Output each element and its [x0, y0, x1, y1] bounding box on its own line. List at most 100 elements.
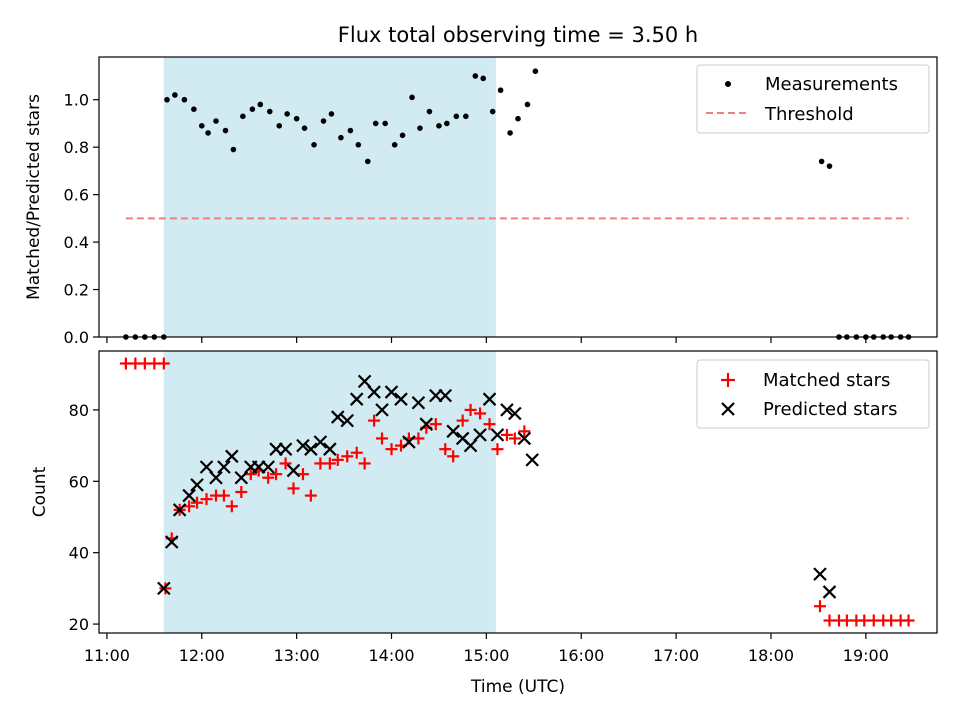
- predicted-star-point: [278, 442, 293, 456]
- predicted-star-point: [330, 410, 345, 424]
- measurement-point: [213, 118, 219, 124]
- matched-star-point: [350, 446, 363, 459]
- measurement-point: [463, 113, 469, 120]
- predicted-star-point: [367, 385, 381, 399]
- matched-star-point: [439, 443, 452, 456]
- measurement-point: [444, 120, 450, 127]
- measurement-point: [198, 123, 205, 129]
- legend-measurements-marker: [725, 81, 731, 87]
- matched-star-point: [244, 468, 257, 481]
- matched-star-point: [456, 414, 469, 427]
- matched-star-point: [429, 418, 442, 431]
- y-tick-label: 40: [69, 544, 89, 563]
- measurement-point: [191, 106, 197, 113]
- matched-star-point: [262, 471, 275, 484]
- measurement-point: [489, 108, 496, 115]
- matched-star-point: [304, 489, 317, 502]
- matched-star-point: [464, 403, 477, 416]
- y-tick-label: 0.8: [64, 138, 89, 157]
- measurement-point: [311, 141, 317, 148]
- y-tick-label: 60: [69, 472, 89, 491]
- measurement-point: [249, 106, 256, 113]
- matched-star-point: [270, 468, 283, 481]
- y-tick-label: 0.0: [64, 328, 89, 347]
- predicted-star-point: [463, 438, 478, 453]
- matched-star-point: [368, 414, 381, 427]
- measurement-point: [320, 118, 327, 124]
- measurement-point: [164, 96, 170, 103]
- matched-star-point: [474, 407, 487, 420]
- y-tick-label: 80: [69, 401, 89, 420]
- y-tick-label: 0.2: [64, 281, 89, 300]
- measurement-point: [417, 125, 423, 131]
- matched-star-point: [200, 493, 213, 506]
- matched-star-point: [225, 500, 238, 513]
- measurement-point: [347, 127, 354, 134]
- measurement-point: [399, 132, 406, 139]
- measurement-point: [818, 158, 825, 165]
- matched-star-point: [287, 482, 300, 495]
- predicted-star-point: [473, 428, 487, 442]
- matched-star-point: [296, 468, 309, 481]
- measurement-point: [222, 127, 229, 134]
- legend-measurements-label: Measurements: [765, 74, 898, 95]
- predicted-star-point: [286, 463, 301, 478]
- measurement-point: [276, 123, 283, 129]
- matched-star-point: [385, 443, 398, 456]
- measurement-point: [355, 141, 362, 148]
- matched-star-point: [518, 425, 531, 438]
- measurement-point: [364, 158, 371, 165]
- top-y-ticks: 0.0 0.2 0.4 0.6 0.8 1.0: [64, 91, 99, 347]
- legend-matched-label: Matched stars: [763, 370, 890, 391]
- measurement-point: [257, 101, 264, 108]
- x-tick-label: 12:00: [179, 646, 225, 665]
- predicted-star-point: [296, 438, 310, 453]
- measurement-point: [382, 120, 388, 127]
- predicted-star-point: [261, 460, 275, 474]
- matched-star-point: [191, 496, 204, 509]
- predicted-star-point: [822, 585, 837, 599]
- matched-star-point: [358, 457, 371, 470]
- bottom-y-ticks: 20 40 60 80: [69, 401, 99, 634]
- measurement-point: [826, 163, 833, 169]
- measurement-point: [524, 101, 531, 108]
- matched-star-point: [217, 489, 230, 502]
- y-tick-label: 0.4: [64, 233, 89, 252]
- bottom-legend-box: [696, 359, 930, 429]
- bottom-shaded-region: [163, 351, 496, 633]
- predicted-star-point: [375, 403, 389, 417]
- top-shaded-region: [163, 57, 496, 337]
- x-axis-label: Time (UTC): [470, 677, 565, 697]
- matched-star-point: [279, 457, 292, 470]
- predicted-star-point: [182, 488, 196, 503]
- legend-matched-marker: [721, 373, 735, 387]
- bottom-x-ticks: 11:00 12:00 13:00 14:00 15:00 16:00 17:00 18:00…: [84, 633, 889, 665]
- measurement-point: [472, 73, 479, 79]
- measurement-point: [453, 113, 460, 120]
- measurement-point: [372, 120, 379, 127]
- measurement-point: [507, 130, 513, 136]
- predicted-star-point: [323, 442, 337, 456]
- matched-star-point: [813, 600, 826, 613]
- x-tick-label: 14:00: [368, 646, 414, 665]
- predicted-star-point: [234, 470, 249, 485]
- x-tick-label: 16:00: [558, 646, 604, 665]
- measurement-point: [205, 130, 211, 136]
- measurement-point: [426, 108, 433, 115]
- predicted-star-point: [419, 417, 434, 431]
- predicted-star-point: [217, 460, 231, 474]
- measurement-point: [240, 113, 246, 120]
- x-tick-label: 13:00: [274, 646, 320, 665]
- matched-star-point: [183, 500, 196, 513]
- top-data-marks: [123, 68, 912, 340]
- matched-star-point: [447, 450, 460, 463]
- matched-star-point: [157, 357, 170, 370]
- matched-star-point: [331, 453, 344, 466]
- y-tick-label: 1.0: [64, 91, 89, 110]
- predicted-star-point: [394, 392, 408, 406]
- matched-star-point: [483, 418, 496, 431]
- top-plot-frame: [98, 56, 938, 338]
- measurement-point: [328, 111, 335, 117]
- measurement-point: [181, 96, 188, 103]
